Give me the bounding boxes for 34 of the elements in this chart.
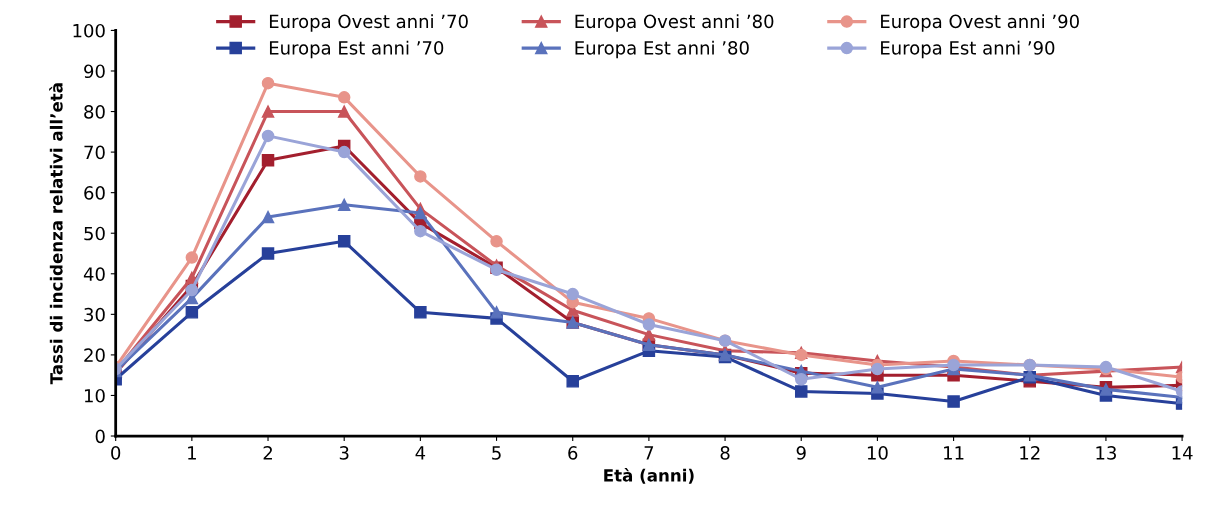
y-axis-title: Tassi di incidenza relativi all’età [49, 83, 63, 385]
x-tick-label: 12 [1020, 446, 1040, 460]
legend-label: Europa Ovest anni ’80 [575, 14, 774, 32]
x-tick-label: 10 [867, 446, 888, 460]
y-tick-label: 60 [84, 186, 105, 200]
x-tick-label: 14 [1172, 446, 1193, 460]
x-tick-label: 3 [339, 446, 349, 460]
x-tick-label: 9 [796, 446, 806, 460]
legend-label: Europa Est anni ’90 [881, 40, 1055, 59]
x-tick-label: 6 [568, 446, 578, 460]
y-tick-label: 90 [84, 64, 105, 79]
y-tick-label: 50 [84, 226, 105, 241]
x-tick-label: 11 [944, 446, 964, 460]
x-tick-label: 13 [1096, 446, 1116, 460]
y-tick-label: 40 [83, 267, 105, 281]
x-tick-label: 2 [263, 446, 272, 460]
x-tick-label: 0 [111, 446, 121, 460]
legend-label: Europa Ovest anni ’70 [269, 14, 468, 32]
legend-label: Europa Est anni ’80 [575, 40, 749, 59]
x-tick-label: 5 [492, 446, 501, 460]
y-tick-label: 30 [84, 307, 105, 322]
y-tick-label: 100 [73, 23, 105, 38]
y-tick-label: 0 [95, 429, 105, 444]
legend-label: Europa Est anni ’70 [269, 40, 444, 59]
x-tick-label: 1 [188, 446, 196, 460]
x-tick-label: 7 [644, 446, 654, 460]
y-tick-label: 80 [84, 105, 105, 119]
y-tick-label: 20 [84, 348, 105, 363]
y-tick-label: 70 [84, 145, 105, 160]
x-tick-label: 4 [415, 446, 426, 460]
x-axis-title: Età (anni) [604, 468, 694, 484]
legend-label: Europa Ovest anni ’90 [881, 14, 1079, 32]
y-tick-label: 10 [84, 388, 105, 403]
x-tick-label: 8 [720, 446, 730, 460]
